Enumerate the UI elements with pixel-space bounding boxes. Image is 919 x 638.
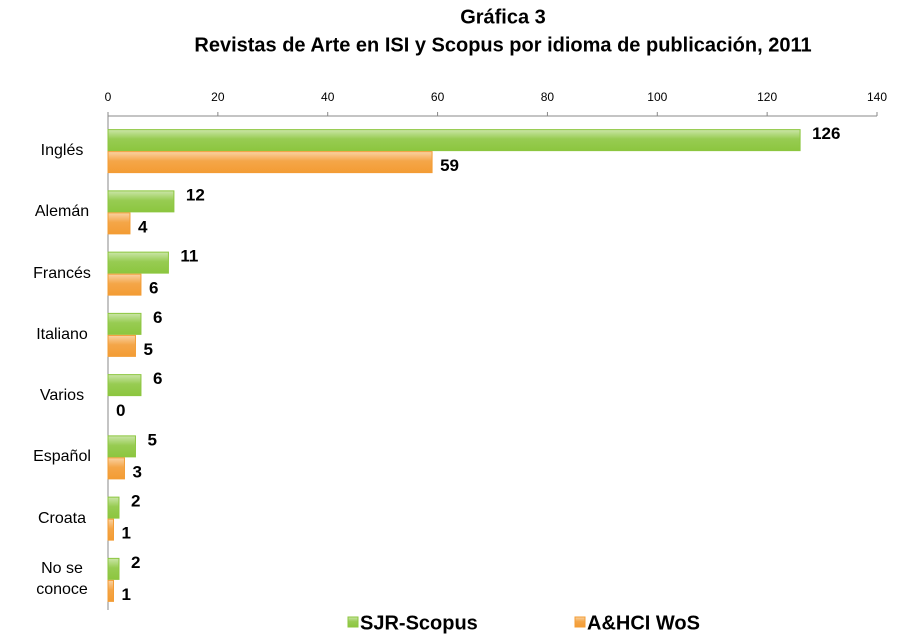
y-tick-label: Croata bbox=[37, 509, 87, 527]
x-tick-label: 100 bbox=[647, 90, 667, 104]
bar bbox=[107, 518, 114, 541]
value-label: 11 bbox=[180, 247, 198, 266]
y-tick-label-box: Italiano bbox=[36, 325, 88, 343]
value-label: 2 bbox=[131, 492, 140, 511]
y-tick-label-box: Inglés bbox=[40, 142, 84, 160]
value-label: 1 bbox=[121, 524, 130, 543]
bar bbox=[107, 212, 131, 235]
legend-swatch bbox=[347, 616, 359, 628]
bar bbox=[107, 579, 114, 602]
value-label: 59 bbox=[440, 156, 459, 175]
value-label: 3 bbox=[132, 462, 141, 481]
value-label: 1 bbox=[121, 585, 130, 604]
bar bbox=[107, 334, 136, 357]
value-label: 5 bbox=[147, 430, 156, 449]
x-tick-label: 0 bbox=[105, 90, 112, 104]
y-tick-label: Varios bbox=[39, 387, 85, 405]
value-label: 2 bbox=[131, 553, 140, 572]
y-tick-label: Francés bbox=[33, 264, 91, 282]
x-tick-label: 120 bbox=[757, 90, 777, 104]
bar bbox=[107, 151, 433, 174]
bar bbox=[107, 557, 120, 580]
value-label: 12 bbox=[186, 185, 205, 204]
y-tick-label: Italiano bbox=[36, 325, 88, 343]
value-label: 5 bbox=[143, 340, 152, 359]
y-tick-label-box: Croata bbox=[37, 509, 87, 527]
value-label: 0 bbox=[116, 401, 125, 420]
chart-title: Gráfica 3 bbox=[460, 6, 546, 28]
x-tick-label: 20 bbox=[211, 90, 225, 104]
bar bbox=[107, 129, 801, 152]
legend-label: SJR-Scopus bbox=[360, 612, 478, 634]
bar bbox=[107, 312, 142, 335]
y-tick-label-box: Francés bbox=[33, 264, 91, 282]
y-tick-label-box: Alemán bbox=[34, 203, 90, 221]
y-tick-label: Alemán bbox=[34, 203, 90, 221]
bar bbox=[107, 251, 169, 274]
x-tick-label: 80 bbox=[541, 90, 555, 104]
bar bbox=[107, 496, 120, 519]
x-tick-label: 140 bbox=[867, 90, 887, 104]
value-label: 4 bbox=[138, 217, 148, 236]
chart-subtitle: Revistas de Arte en ISI y Scopus por idi… bbox=[194, 34, 811, 56]
bar bbox=[107, 190, 175, 213]
x-tick-label: 60 bbox=[431, 90, 445, 104]
bar bbox=[107, 457, 125, 480]
legend-label: A&HCI WoS bbox=[587, 612, 700, 634]
y-tick-label: Español bbox=[33, 448, 91, 466]
value-label: 6 bbox=[153, 369, 162, 388]
legend-swatch bbox=[574, 616, 586, 628]
x-tick-label: 40 bbox=[321, 90, 335, 104]
y-tick-label: No se conoce bbox=[36, 560, 88, 599]
y-tick-label-box: Español bbox=[33, 448, 91, 466]
bar bbox=[107, 273, 142, 296]
value-label: 6 bbox=[149, 279, 158, 298]
bar bbox=[107, 374, 142, 397]
y-tick-label: Inglés bbox=[40, 142, 84, 160]
value-label: 126 bbox=[812, 124, 840, 143]
y-tick-label-box: No se conoce bbox=[36, 560, 88, 599]
bar bbox=[107, 435, 136, 458]
y-tick-label-box: Varios bbox=[39, 387, 85, 405]
value-label: 6 bbox=[153, 308, 162, 327]
